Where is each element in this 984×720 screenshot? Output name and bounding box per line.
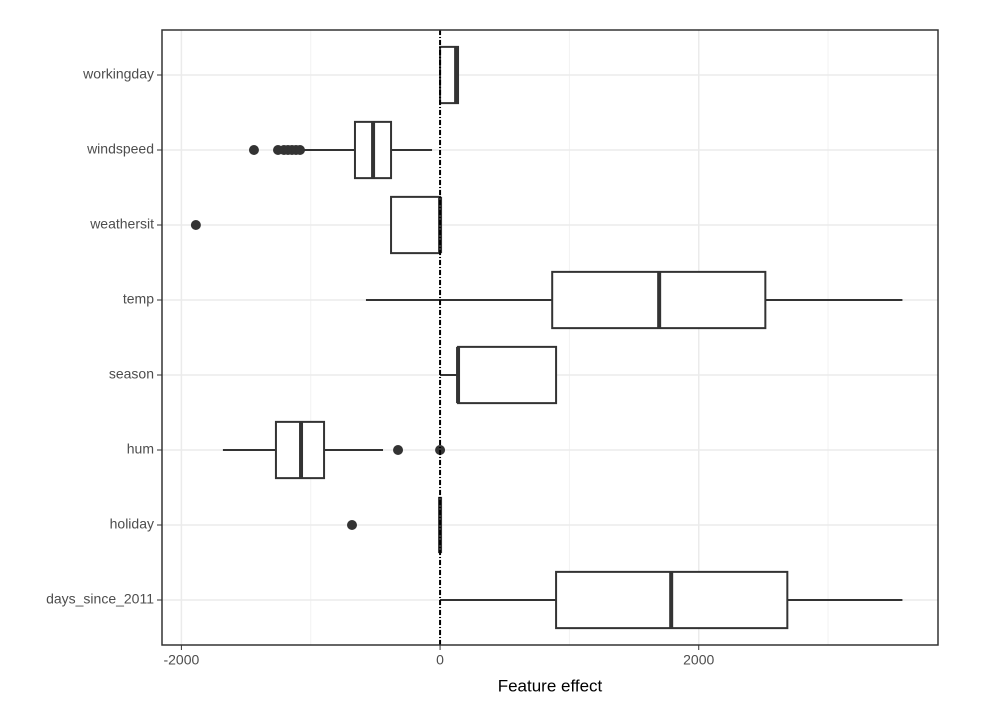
- outlier: [248, 145, 259, 155]
- y-tick-label: season: [109, 366, 154, 382]
- y-tick-label: days_since_2011: [46, 591, 154, 607]
- x-tick-label: -2000: [163, 652, 199, 668]
- y-tick-label: hum: [127, 441, 154, 457]
- y-tick-label: temp: [123, 291, 154, 307]
- y-tick-label: holiday: [110, 516, 154, 532]
- y-tick-label: weathersit: [89, 216, 154, 232]
- outlier: [393, 445, 404, 455]
- box: [390, 195, 442, 255]
- y-tick-label: workingday: [82, 66, 154, 82]
- y-tick-label: windspeed: [86, 141, 154, 157]
- x-tick-label: 2000: [683, 652, 714, 668]
- outlier: [294, 145, 305, 155]
- outlier: [190, 220, 201, 230]
- x-tick-label: 0: [436, 652, 444, 668]
- x-axis-label: Feature effect: [498, 676, 603, 695]
- box: [457, 345, 558, 405]
- outlier: [346, 520, 357, 530]
- panel-border: [161, 29, 939, 646]
